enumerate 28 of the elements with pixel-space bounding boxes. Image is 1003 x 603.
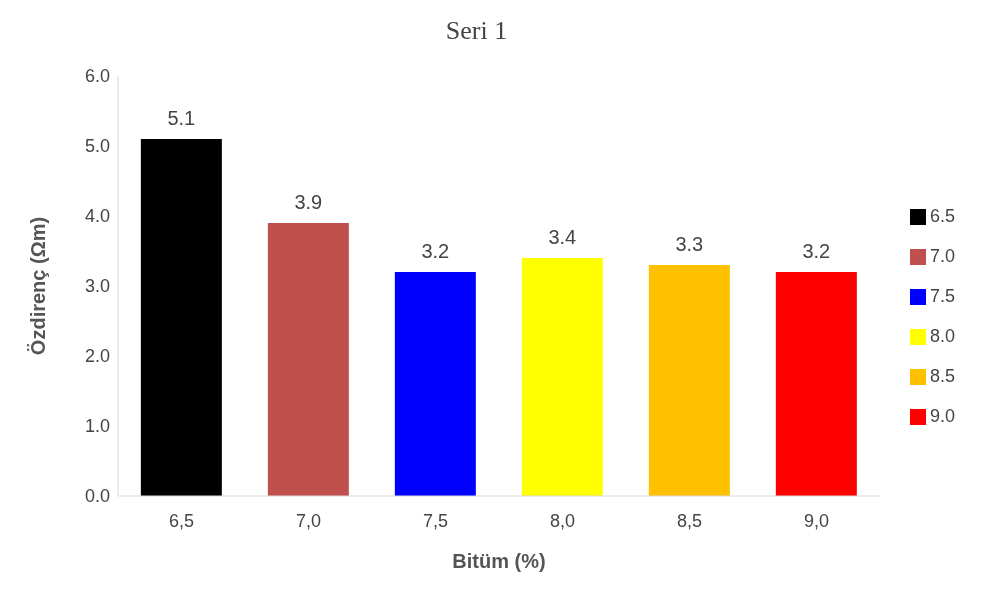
x-tick-label: 7,5 <box>422 510 448 531</box>
y-tick-label: 4.0 <box>84 206 110 227</box>
y-tick-label: 5.0 <box>84 136 110 157</box>
legend-label: 8.5 <box>929 366 955 386</box>
legend-label: 7.0 <box>929 246 955 266</box>
data-label: 3.3 <box>675 233 704 255</box>
x-tick-label: 8,5 <box>676 510 702 531</box>
x-tick-label: 7,0 <box>295 510 322 531</box>
data-label: 3.2 <box>802 240 831 262</box>
data-label: 3.4 <box>548 226 577 248</box>
y-tick-label: 0.0 <box>84 486 110 507</box>
x-axis-title: Bitüm (%) <box>452 550 546 572</box>
data-label: 5.1 <box>167 107 196 129</box>
x-tick-label: 6,5 <box>168 510 195 531</box>
y-tick-label: 3.0 <box>84 276 110 297</box>
legend-label: 9.0 <box>929 406 955 426</box>
y-tick-label: 1.0 <box>84 416 110 437</box>
chart-title: Seri 1 <box>444 15 509 46</box>
y-tick-label: 2.0 <box>84 346 110 367</box>
legend-label: 8.0 <box>929 326 955 346</box>
x-tick-label: 8,0 <box>549 510 575 531</box>
y-tick-label: 6.0 <box>84 66 110 87</box>
legend-label: 6.5 <box>929 206 955 226</box>
y-axis-title: Özdirenç (Ωm) <box>27 216 50 356</box>
x-tick-label: 9,0 <box>803 510 829 531</box>
legend-label: 7.5 <box>929 286 955 306</box>
data-label: 3.9 <box>294 191 323 213</box>
data-label: 3.2 <box>421 240 450 262</box>
